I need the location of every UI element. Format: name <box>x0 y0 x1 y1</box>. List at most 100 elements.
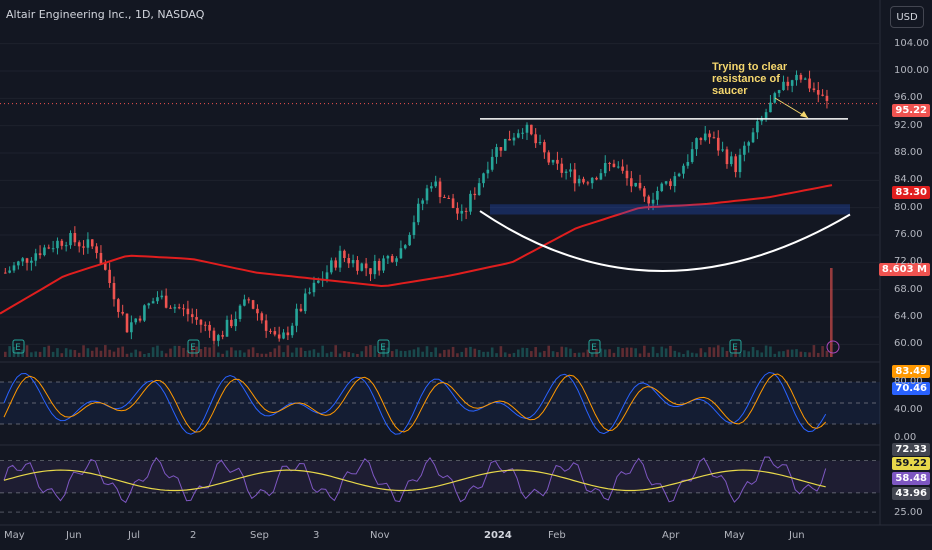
candle-body <box>25 258 29 263</box>
candle-body <box>251 300 255 309</box>
volume-bar <box>369 345 372 357</box>
volume-bar <box>486 351 490 357</box>
candle-body <box>299 308 303 312</box>
volume-bar <box>238 350 242 357</box>
candle-body <box>34 253 38 261</box>
candle-body <box>373 261 377 275</box>
price-axis-label: 76.00 <box>894 229 923 240</box>
volume-bar <box>95 347 98 357</box>
candle-body <box>543 142 546 153</box>
candle-body <box>634 182 637 187</box>
candle-body <box>569 169 572 172</box>
volume-bar <box>469 346 472 357</box>
volume-bar <box>203 346 207 357</box>
volume-bar <box>795 349 798 357</box>
candle-body <box>186 308 190 315</box>
volume-bar <box>395 349 398 357</box>
volume-bar <box>343 351 346 357</box>
volume-bar <box>243 352 246 357</box>
volume-bar <box>317 352 320 357</box>
candle-body <box>312 282 316 293</box>
volume-bar <box>608 349 611 357</box>
volume-bar <box>399 350 403 357</box>
candle-body <box>17 261 20 266</box>
candle-body <box>682 165 685 174</box>
candle-body <box>64 245 68 247</box>
volume-spike <box>830 268 833 357</box>
candle-body <box>95 246 98 253</box>
candle-body <box>425 188 429 201</box>
volume-bar <box>616 346 620 357</box>
volume-bar <box>347 352 351 357</box>
volume-bar <box>538 352 542 357</box>
volume-bar <box>773 353 777 357</box>
volume-bar <box>634 348 637 357</box>
candle-body <box>195 317 198 320</box>
candle-body <box>386 256 390 259</box>
candle-body <box>660 183 664 192</box>
candle-body <box>90 239 94 247</box>
volume-bar <box>160 350 164 357</box>
stoch-d-tag: 83.49 <box>892 365 930 378</box>
volume-bar <box>625 347 629 357</box>
volume-bar <box>473 348 477 357</box>
candle-body <box>786 81 790 86</box>
price-axis-label: 88.00 <box>894 147 923 158</box>
volume-bar <box>460 351 464 357</box>
candle-body <box>803 78 807 80</box>
candle-body <box>547 152 551 163</box>
volume-bar <box>190 345 194 357</box>
volume-bar <box>25 345 29 357</box>
support-zone <box>490 204 850 215</box>
volume-bar <box>603 349 607 357</box>
earnings-marker <box>187 339 200 354</box>
volume-bar <box>199 349 203 357</box>
volume-bar <box>303 350 307 357</box>
stoch-d-line <box>3 373 827 433</box>
volume-bar <box>12 346 16 357</box>
price-axis-label: 64.00 <box>894 311 923 322</box>
currency-button[interactable]: USD <box>890 6 924 28</box>
volume-bar <box>173 345 177 357</box>
osc2-lower-tag: 43.96 <box>892 487 930 500</box>
candle-body <box>773 93 777 103</box>
candle-body <box>160 295 164 298</box>
volume-bar <box>521 347 524 357</box>
candle-body <box>443 197 446 199</box>
candle-body <box>308 292 311 294</box>
candle-body <box>438 181 442 198</box>
candle-body <box>138 318 142 321</box>
candle-body <box>812 88 816 91</box>
candle-body <box>643 188 646 197</box>
volume-bar <box>230 347 233 357</box>
candle-body <box>399 248 403 259</box>
volume-bar <box>525 348 529 357</box>
candle-body <box>369 268 372 275</box>
volume-bar <box>121 346 124 357</box>
volume-bar <box>647 352 651 357</box>
volume-bar <box>725 350 729 357</box>
osc2-upper-tag: 72.33 <box>892 443 930 456</box>
candle-body <box>447 197 451 199</box>
volume-bar <box>790 349 794 357</box>
candle-body <box>30 260 33 263</box>
candle-body <box>151 301 155 304</box>
candle-body <box>290 325 294 336</box>
volume-bar <box>456 353 459 357</box>
earnings-label: E <box>380 343 386 353</box>
volume-bar <box>747 351 750 357</box>
time-axis-label: Sep <box>250 530 269 541</box>
candle-body <box>816 90 820 95</box>
candle-body <box>421 200 424 204</box>
candle-body <box>686 161 690 166</box>
volume-bar <box>547 345 551 357</box>
price-axis-label: 100.00 <box>894 65 929 76</box>
time-axis-label: Feb <box>548 530 566 541</box>
volume-bar <box>812 345 816 357</box>
volume-bar <box>312 349 316 357</box>
volume-bar <box>534 347 537 357</box>
candle-body <box>516 133 520 138</box>
candle-body <box>456 208 459 214</box>
volume-bar <box>651 346 655 357</box>
